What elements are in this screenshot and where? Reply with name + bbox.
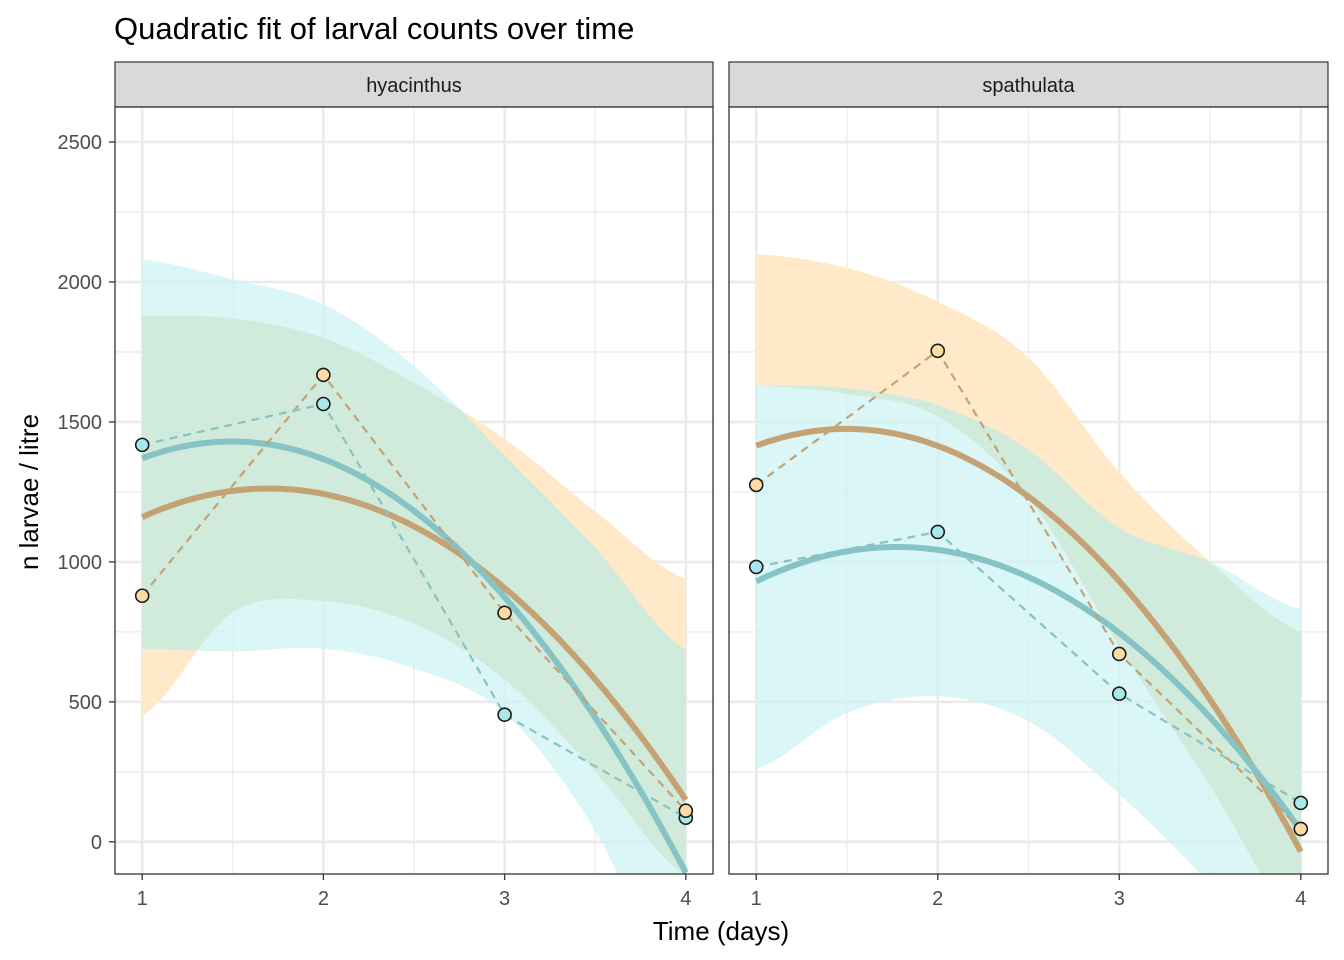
data-point-orange bbox=[1111, 646, 1127, 662]
fit-line-blue bbox=[141, 438, 689, 874]
ribbon-blue bbox=[756, 385, 1301, 874]
fit-line-orange bbox=[755, 425, 1304, 854]
x-tick-label: 2 bbox=[932, 888, 943, 910]
data-point-orange bbox=[134, 588, 150, 604]
observed-line-orange bbox=[755, 349, 1302, 830]
facet-strip bbox=[728, 61, 1329, 108]
y-tick-label: 2000 bbox=[58, 272, 103, 294]
y-tick-label: 1500 bbox=[58, 412, 103, 434]
data-point-blue bbox=[497, 707, 512, 723]
x-axis-title: Time (days) bbox=[653, 916, 789, 946]
panel-hyacinthus: hyacinthus 1 2 3 4 0 500 1000 1500 2000 2500 bbox=[58, 61, 714, 910]
data-point-orange bbox=[678, 803, 694, 819]
facet-strip-label: spathulata bbox=[982, 75, 1075, 97]
x-tick-label: 3 bbox=[499, 888, 510, 910]
y-tick-label: 0 bbox=[91, 832, 102, 854]
ribbon-overlap bbox=[142, 315, 686, 874]
ribbon-overlap bbox=[756, 385, 1301, 874]
data-point-blue bbox=[1111, 686, 1127, 702]
data-point-orange bbox=[748, 477, 764, 493]
facet-strip-label: hyacinthus bbox=[366, 75, 462, 97]
observed-line-orange bbox=[141, 373, 687, 812]
y-tick-label: 1000 bbox=[58, 552, 103, 574]
data-point-orange bbox=[1293, 821, 1309, 837]
data-point-orange bbox=[316, 367, 331, 383]
data-point-blue bbox=[134, 437, 150, 453]
data-point-blue bbox=[316, 396, 331, 412]
data-point-orange bbox=[930, 343, 946, 359]
panel-border bbox=[728, 106, 1329, 875]
panel-spathulata: spathulata 1 2 3 4 bbox=[728, 61, 1329, 910]
observed-line-blue bbox=[756, 530, 1302, 804]
facet-strip bbox=[114, 61, 714, 108]
observed-line-blue bbox=[141, 402, 687, 819]
data-point-blue bbox=[748, 559, 764, 575]
data-point-orange bbox=[497, 605, 512, 621]
panel-border bbox=[114, 106, 714, 875]
x-tick-label: 2 bbox=[318, 888, 329, 910]
x-tick-label: 4 bbox=[1295, 888, 1306, 910]
x-tick-label: 1 bbox=[137, 888, 148, 910]
data-point-blue bbox=[930, 524, 946, 540]
chart-title: Quadratic fit of larval counts over time bbox=[114, 11, 634, 46]
y-tick-label: 2500 bbox=[58, 132, 103, 154]
fit-line-orange bbox=[140, 485, 689, 802]
y-axis-title: n larvae / litre bbox=[14, 414, 44, 570]
fit-line-blue bbox=[754, 544, 1304, 833]
x-tick-label: 4 bbox=[680, 888, 691, 910]
y-tick-label: 500 bbox=[69, 692, 102, 714]
x-tick-label: 3 bbox=[1114, 888, 1125, 910]
data-point-blue bbox=[1293, 795, 1309, 811]
x-tick-label: 1 bbox=[751, 888, 762, 910]
